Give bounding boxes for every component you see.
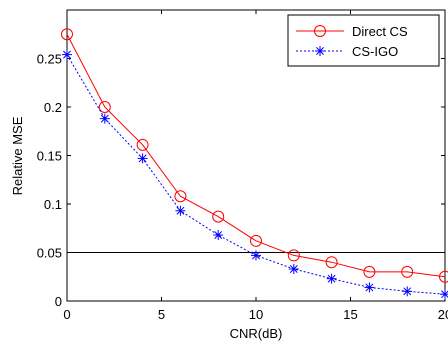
data-point [213,230,224,241]
y-tick-label: 0.25 [37,52,62,67]
data-point [98,101,111,113]
series-1 [61,28,448,283]
marker-stroke [365,283,374,292]
marker-stroke [327,274,336,283]
y-tick-label: 0 [55,294,62,309]
x-tick-label: 0 [63,307,70,322]
data-point [99,113,110,124]
data-point [326,273,337,284]
y-tick-label: 0.1 [44,197,62,212]
y-tick-label: 0.15 [37,149,62,164]
y-axis: 0 0.05 0.1 0.15 0.2 0.25 [37,52,445,309]
marker-stroke [316,47,324,55]
marker-stroke [100,114,109,123]
data-point [62,49,72,60]
data-point [325,256,338,269]
x-axis: 0 5 10 15 20 [63,10,448,322]
series-line [66,34,446,278]
marker-stroke [176,206,185,215]
data-point [439,270,448,283]
data-point [137,153,148,164]
marker-stroke [63,50,71,59]
data-point [440,289,448,300]
data-point [251,250,261,261]
data-point [401,265,414,278]
x-tick-label: 5 [158,307,165,322]
series-2 [62,49,448,300]
data-point [288,263,299,274]
series-layer [61,28,448,300]
x-axis-label: CNR(dB) [230,326,283,341]
y-axis-label: Relative MSE [10,116,25,195]
data-point [287,249,300,262]
data-point [212,210,225,223]
data-point [61,28,73,41]
data-point [363,265,376,278]
legend-label: Direct CS [352,24,408,39]
legend-marker [314,25,326,37]
legend-box [287,14,440,67]
data-point [364,282,375,293]
legend: Direct CS CS-IGO [287,14,440,67]
data-point [174,190,187,203]
legend-label: CS-IGO [352,44,398,59]
y-tick-label: 0.05 [37,246,62,261]
marker-stroke [252,251,260,260]
data-point [175,205,186,216]
marker-stroke [214,231,223,239]
marker-stroke [138,154,147,163]
marker-stroke [403,287,412,296]
x-tick-label: 10 [249,307,263,322]
marker-stroke [441,290,448,299]
y-tick-label: 0.2 [44,100,62,115]
x-tick-label: 20 [438,307,448,322]
x-tick-label: 15 [343,307,357,322]
data-point [402,286,413,297]
data-point [250,234,262,247]
marker-stroke [289,265,298,273]
data-point [136,138,149,151]
legend-marker [315,46,325,56]
